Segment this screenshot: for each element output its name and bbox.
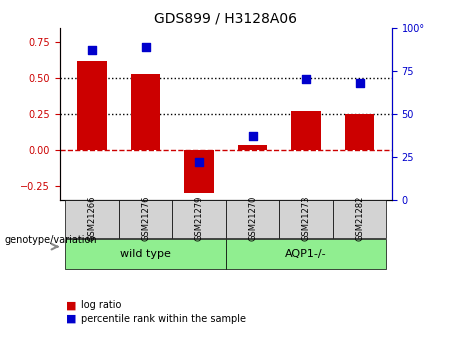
Bar: [345, 114, 374, 150]
Title: GDS899 / H3128A06: GDS899 / H3128A06: [154, 11, 297, 25]
Bar: [172, 200, 226, 238]
Text: GSM21276: GSM21276: [141, 196, 150, 241]
Point: [302, 77, 310, 82]
Bar: [184, 150, 214, 193]
Text: GSM21273: GSM21273: [301, 196, 311, 241]
Bar: [77, 61, 107, 150]
Point: [195, 159, 203, 165]
Bar: [226, 200, 279, 238]
Text: GSM21266: GSM21266: [88, 196, 96, 241]
Bar: [279, 200, 333, 238]
Text: AQP1-/-: AQP1-/-: [285, 249, 327, 259]
Bar: [65, 200, 119, 238]
Bar: [291, 111, 321, 150]
Text: GSM21282: GSM21282: [355, 196, 364, 241]
Point: [89, 47, 96, 53]
Bar: [333, 200, 386, 238]
Text: log ratio: log ratio: [81, 300, 121, 310]
Bar: [131, 73, 160, 150]
Text: percentile rank within the sample: percentile rank within the sample: [81, 314, 246, 324]
Point: [142, 44, 149, 49]
Point: [249, 134, 256, 139]
Text: GSM21270: GSM21270: [248, 196, 257, 241]
Text: ■: ■: [66, 314, 77, 324]
Text: GSM21279: GSM21279: [195, 196, 204, 241]
Text: genotype/variation: genotype/variation: [5, 235, 97, 245]
Bar: [119, 200, 172, 238]
Bar: [238, 146, 267, 150]
Point: [356, 80, 363, 86]
Bar: [226, 239, 386, 269]
Text: ■: ■: [66, 300, 77, 310]
Text: wild type: wild type: [120, 249, 171, 259]
Bar: [65, 239, 226, 269]
